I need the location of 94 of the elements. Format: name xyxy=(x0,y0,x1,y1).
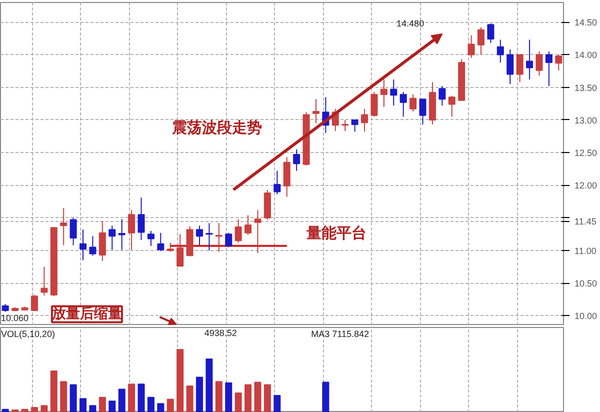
candlestick xyxy=(380,79,388,108)
candlestick xyxy=(400,91,407,118)
bar xyxy=(264,384,271,412)
bar xyxy=(12,409,19,412)
candlestick xyxy=(166,242,174,252)
annotation: 量能平台 xyxy=(305,224,366,242)
annotation: 10.060 xyxy=(0,312,29,323)
bar xyxy=(80,398,87,412)
bar xyxy=(21,408,28,412)
bar xyxy=(89,405,96,412)
bar xyxy=(128,384,136,412)
candlestick xyxy=(448,95,456,118)
bar xyxy=(157,403,164,412)
candlestick xyxy=(234,218,242,244)
candlestick xyxy=(370,91,378,118)
bar xyxy=(234,392,242,412)
bar xyxy=(244,384,252,412)
candlestick xyxy=(89,236,96,256)
y-tick-label: 10.50 xyxy=(574,278,598,289)
candlestick xyxy=(487,22,494,44)
candlestick xyxy=(118,218,126,250)
candlestick xyxy=(283,156,290,198)
bar xyxy=(138,384,145,412)
bar xyxy=(166,398,174,412)
bar xyxy=(60,381,68,412)
bar xyxy=(254,382,262,412)
bar xyxy=(2,408,9,412)
bar xyxy=(274,395,281,412)
candlestick xyxy=(477,26,484,56)
candlestick xyxy=(128,210,136,250)
bar xyxy=(70,384,77,412)
candlestick xyxy=(361,108,368,132)
bar xyxy=(186,386,194,412)
candlestick xyxy=(60,208,68,246)
candlestick xyxy=(342,119,349,132)
candlestick xyxy=(351,119,358,132)
bar xyxy=(215,381,222,412)
y-tick-label: 13.50 xyxy=(574,82,598,93)
candlestick xyxy=(410,94,417,112)
candlestick xyxy=(80,229,87,261)
y-tick-label: 14.50 xyxy=(574,18,598,28)
candlestick xyxy=(506,48,514,85)
candlestick xyxy=(70,217,77,246)
bar xyxy=(98,396,106,412)
candlestick xyxy=(545,50,552,87)
candlestick xyxy=(108,225,116,250)
bar xyxy=(196,376,203,412)
candlestick xyxy=(254,210,262,254)
bar xyxy=(108,400,116,412)
annotation: 14.480 xyxy=(396,18,424,29)
y-tick-label: 11.45 xyxy=(574,216,596,227)
bar xyxy=(40,405,48,412)
candlestick xyxy=(526,39,534,80)
candlestick xyxy=(312,98,320,124)
candlestick xyxy=(176,234,184,267)
bar xyxy=(206,358,213,412)
y-tick-label: 11.00 xyxy=(574,246,596,256)
text: 4938.52 xyxy=(204,328,237,338)
bar xyxy=(30,406,38,412)
candlestick xyxy=(244,214,252,236)
candlestick xyxy=(196,225,203,246)
candlestick xyxy=(390,79,398,106)
bar xyxy=(50,370,58,412)
y-tick-label: 10.00 xyxy=(574,311,598,322)
candlestick xyxy=(157,232,164,252)
candlestick xyxy=(215,222,222,252)
candlestick xyxy=(147,230,154,246)
candlestick xyxy=(496,39,504,64)
bar xyxy=(322,382,330,412)
candlestick xyxy=(40,266,48,296)
candlestick xyxy=(555,54,562,71)
candlestick xyxy=(438,86,446,106)
candlestick xyxy=(293,148,300,172)
candlestick xyxy=(225,232,232,248)
bar xyxy=(147,396,154,412)
candlestick xyxy=(98,220,106,262)
candlestick xyxy=(138,197,145,241)
text: MA3 7115.842 xyxy=(311,328,370,339)
candlestick xyxy=(274,170,281,195)
candlestick xyxy=(536,50,543,76)
y-tick-label: 14.00 xyxy=(574,50,598,60)
y-tick-label: 13.00 xyxy=(574,115,598,126)
y-tick-label: 12.50 xyxy=(574,148,598,158)
bar xyxy=(118,388,126,412)
chart-title: VOL(5,10,20) xyxy=(0,328,56,339)
candlestick xyxy=(206,222,213,251)
candlestick xyxy=(30,294,38,312)
candlestick xyxy=(468,34,475,58)
bar xyxy=(176,349,184,412)
y-tick-label: 12.00 xyxy=(574,180,598,191)
annotation: 震荡波段走势 xyxy=(170,118,262,136)
candlestick xyxy=(419,98,426,126)
candlestick xyxy=(516,54,524,83)
bar xyxy=(225,382,232,412)
